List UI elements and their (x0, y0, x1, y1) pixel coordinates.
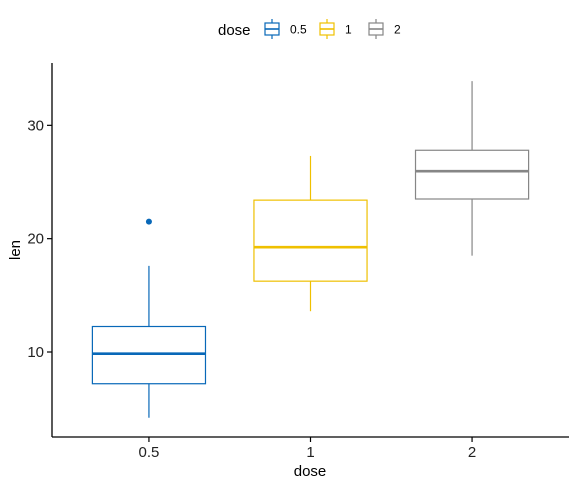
box-0.5 (91, 218, 207, 418)
y-tick-label: 30 (27, 117, 44, 134)
legend-entries: 0.5 1 2 (264, 19, 401, 39)
x-axis-ticks: 0.5 1 2 (139, 437, 476, 461)
legend-label: 1 (345, 23, 352, 37)
legend-entry-0.5: 0.5 (264, 19, 307, 39)
x-tick-label: 1 (306, 444, 314, 461)
box-1 (253, 155, 368, 312)
outlier-point (145, 218, 152, 225)
x-axis-title: dose (294, 463, 327, 480)
x-tick-label: 0.5 (139, 444, 160, 461)
box-iqr (414, 149, 530, 200)
x-tick-label: 2 (468, 444, 476, 461)
legend-entry-1: 1 (319, 19, 352, 39)
legend-title: dose (218, 22, 251, 39)
plot-area: 10 20 30 0.5 1 2 (27, 63, 569, 461)
box-iqr (253, 199, 368, 282)
y-tick-label: 10 (27, 344, 44, 361)
y-axis-title: len (7, 240, 24, 260)
legend-label: 2 (394, 23, 401, 37)
box-2 (414, 81, 530, 256)
y-tick-label: 20 (27, 231, 44, 248)
y-axis-ticks: 10 20 30 (27, 117, 52, 361)
legend: dose 0.5 1 2 (218, 19, 401, 39)
box-iqr (91, 325, 207, 385)
legend-entry-2: 2 (368, 19, 401, 39)
legend-label: 0.5 (290, 23, 307, 37)
boxes (91, 81, 530, 418)
